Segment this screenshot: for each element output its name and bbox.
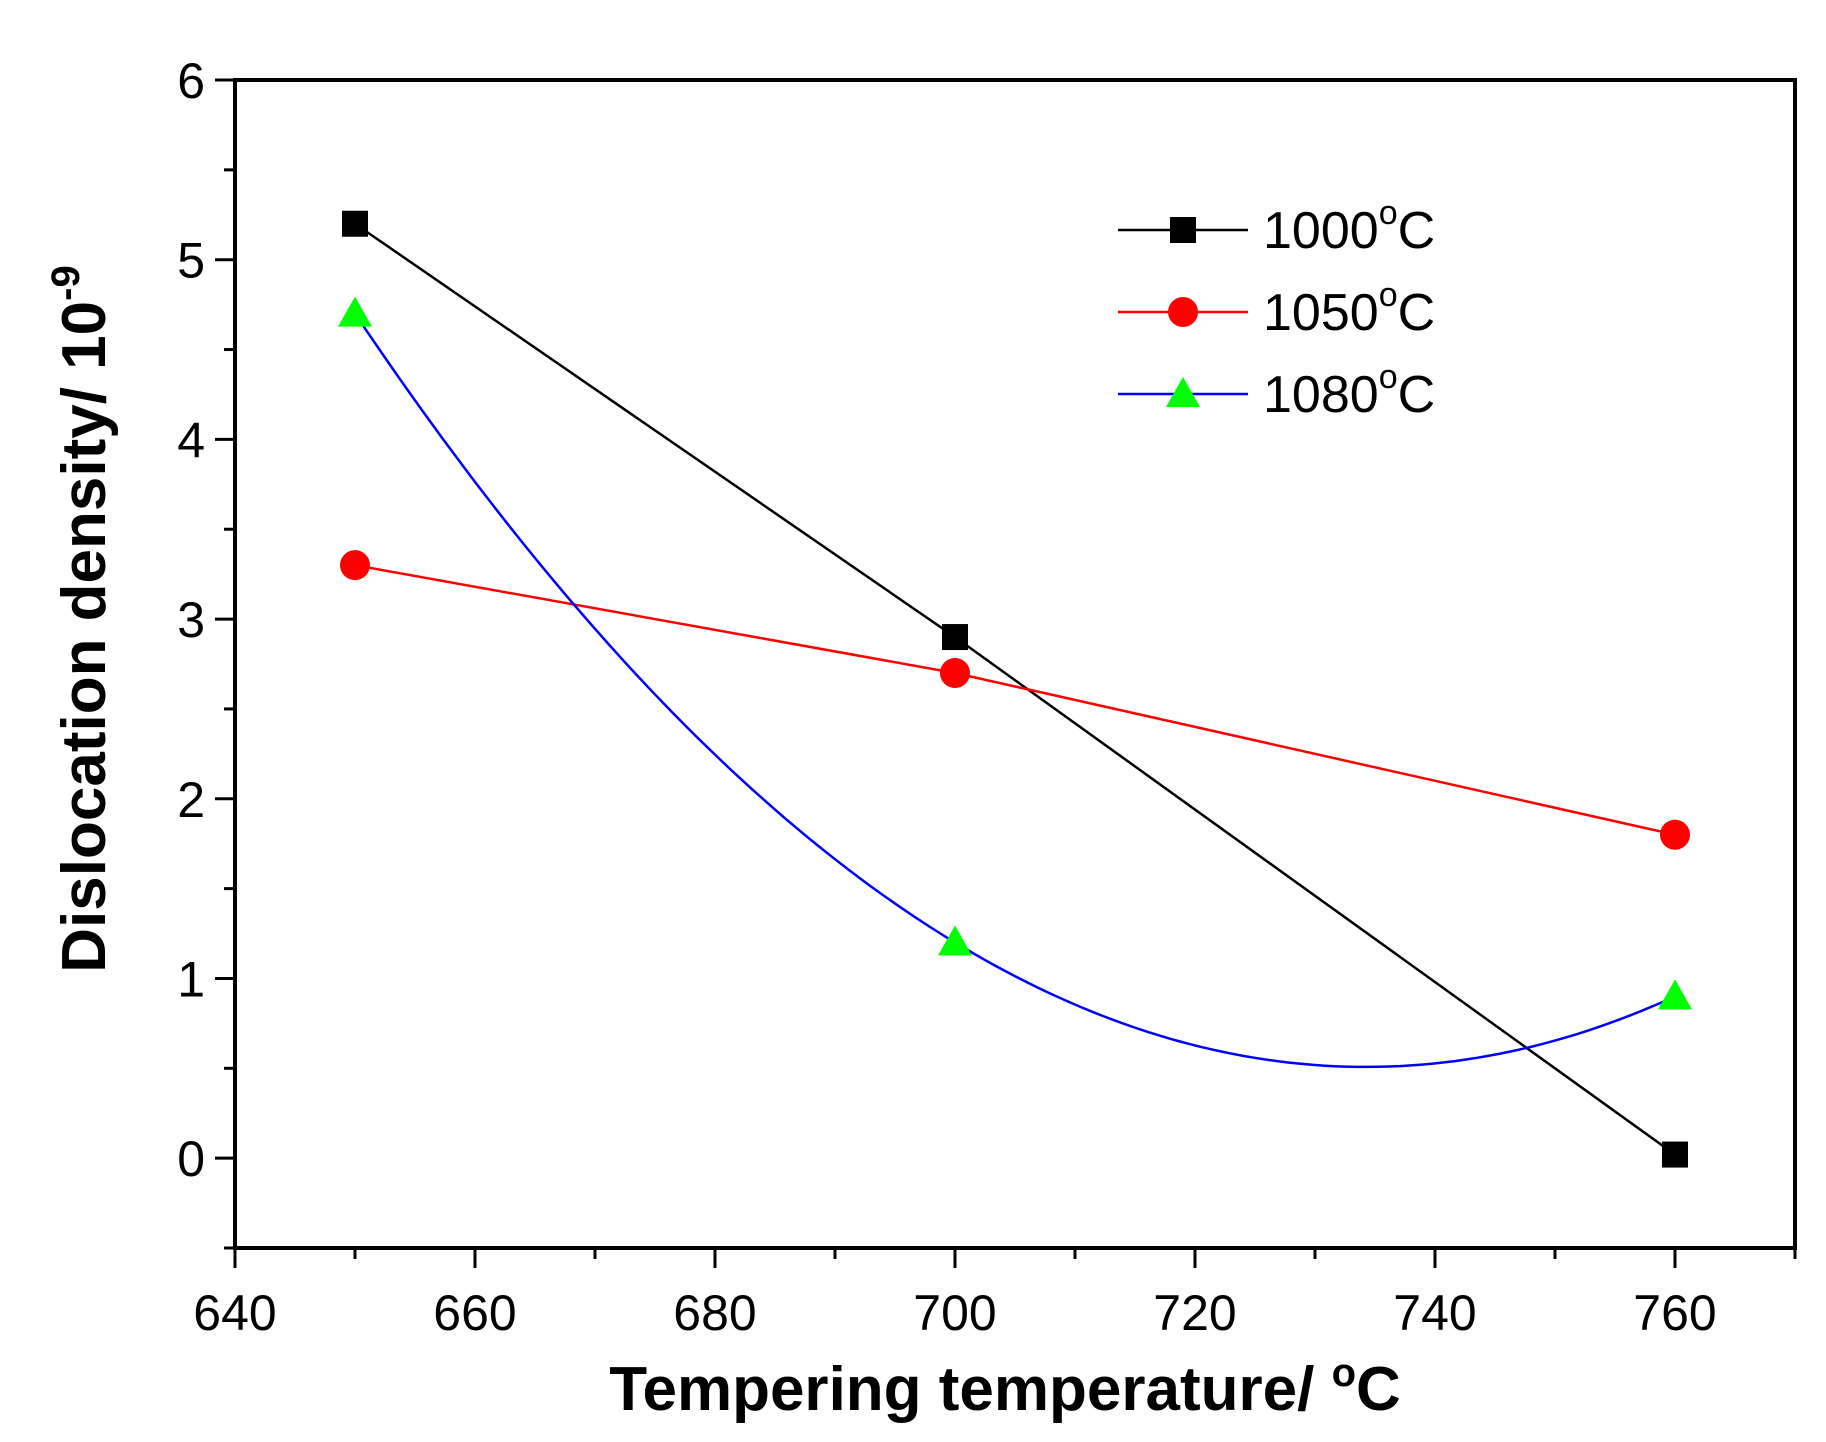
y-axis-title: Dislocation density/ 10-9 (44, 265, 119, 972)
y-axis-title-text: Dislocation density/ 10 (50, 301, 119, 973)
y-tick-label: 4 (177, 412, 205, 468)
legend-label-degree: o (1379, 276, 1398, 314)
x-tick-label: 720 (1153, 1285, 1236, 1341)
legend-label-unit: C (1398, 202, 1436, 260)
data-point (940, 657, 970, 688)
y-axis-title-exponent: -9 (44, 265, 88, 301)
data-point (340, 550, 370, 581)
x-axis-title-unit: C (1356, 1355, 1401, 1424)
x-axis-ticks: 640 660 680 700 720 740 760 (193, 1248, 1797, 1341)
series-lines (353, 222, 1676, 1156)
legend-label-unit: C (1398, 284, 1436, 342)
legend-label-degree: o (1379, 194, 1398, 232)
y-axis-ticks: 0 1 2 3 4 5 6 (177, 53, 235, 1250)
legend-label: 1050oC (1263, 276, 1435, 342)
legend-label-value: 1050 (1263, 284, 1379, 342)
series-line (354, 222, 1676, 1156)
legend-label: 1000oC (1263, 194, 1435, 260)
legend-label: 1080oC (1263, 358, 1435, 424)
x-axis-title-degree: o (1332, 1351, 1356, 1395)
legend-label-value: 1080 (1263, 366, 1379, 424)
series-line (353, 312, 1676, 1069)
data-point (1662, 1141, 1688, 1168)
x-tick-label: 640 (193, 1285, 276, 1341)
x-tick-label: 760 (1633, 1285, 1716, 1341)
plot-frame (233, 78, 1797, 1250)
y-tick-label: 1 (177, 951, 205, 1007)
y-tick-label: 0 (177, 1131, 205, 1187)
x-axis-title: Tempering temperature/ oC (609, 1351, 1401, 1424)
data-point (338, 296, 372, 327)
x-tick-label: 680 (673, 1285, 756, 1341)
x-axis-title-text: Tempering temperature/ (609, 1355, 1331, 1424)
legend-marker (1166, 377, 1200, 407)
y-tick-label: 5 (177, 233, 205, 289)
series-line (354, 563, 1676, 836)
data-point (1660, 819, 1690, 850)
y-tick-label: 3 (177, 592, 205, 648)
data-point (1658, 979, 1692, 1010)
x-tick-label: 740 (1393, 1285, 1476, 1341)
data-point (938, 925, 972, 956)
legend-marker (1168, 297, 1198, 327)
y-tick-label: 2 (177, 772, 205, 828)
x-tick-label: 700 (913, 1285, 996, 1341)
data-point (942, 624, 968, 651)
x-tick-label: 660 (433, 1285, 516, 1341)
legend-marker (1170, 217, 1196, 243)
legend-label-unit: C (1398, 366, 1436, 424)
y-tick-label: 6 (177, 53, 205, 109)
data-point (342, 210, 368, 237)
series-markers (338, 210, 1692, 1168)
legend-label-degree: o (1379, 358, 1398, 396)
legend-label-value: 1000 (1263, 202, 1379, 260)
